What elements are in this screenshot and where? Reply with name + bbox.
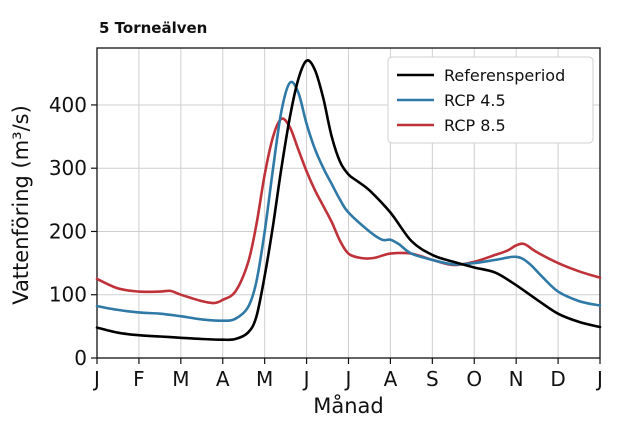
series-line-rcp85 bbox=[95, 117, 602, 305]
series-line-referensperiod bbox=[95, 59, 602, 342]
x-tick-label: A bbox=[384, 367, 398, 391]
x-tick-label: O bbox=[466, 367, 482, 391]
y-tick-label: 400 bbox=[49, 93, 87, 117]
y-tick-label: 0 bbox=[74, 346, 87, 370]
series-layer bbox=[95, 59, 602, 342]
x-tick-label: F bbox=[133, 367, 145, 391]
legend: Referensperiod RCP 4.5 RCP 8.5 bbox=[387, 56, 594, 144]
legend-label-rcp45: RCP 4.5 bbox=[444, 91, 506, 110]
x-tick-label: J bbox=[595, 367, 603, 391]
x-tick-label: A bbox=[216, 367, 230, 391]
x-tick-label: J bbox=[92, 367, 100, 391]
series-line-rcp45 bbox=[95, 80, 602, 323]
y-tick-labels: 0 100 200 300 400 bbox=[49, 93, 97, 370]
legend-label-rcp85: RCP 8.5 bbox=[444, 116, 506, 135]
x-tick-label: J bbox=[302, 367, 310, 391]
x-axis-label: Månad bbox=[313, 393, 384, 418]
chart-title: 5 Torneälven bbox=[99, 19, 207, 37]
x-tick-label: M bbox=[172, 367, 189, 391]
legend-label-referensperiod: Referensperiod bbox=[444, 66, 565, 85]
y-tick-label: 200 bbox=[49, 219, 87, 243]
y-axis-label: Vattenföring (m³/s) bbox=[9, 105, 33, 305]
y-tick-label: 300 bbox=[49, 156, 87, 180]
x-tick-label: S bbox=[426, 367, 439, 391]
x-tick-label: J bbox=[344, 367, 352, 391]
x-tick-label: D bbox=[550, 367, 565, 391]
x-tick-label: M bbox=[256, 367, 273, 391]
x-tick-label: N bbox=[509, 367, 524, 391]
y-tick-label: 100 bbox=[49, 283, 87, 307]
legend-box bbox=[387, 56, 594, 144]
